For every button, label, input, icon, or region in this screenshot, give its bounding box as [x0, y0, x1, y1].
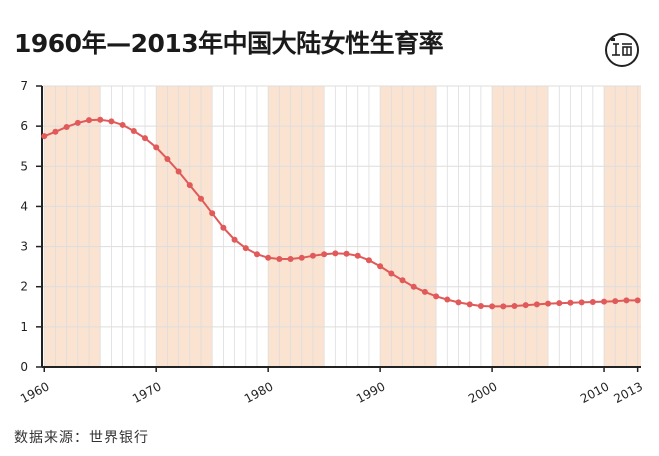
data-point: [444, 296, 451, 303]
y-tick-label: 7: [20, 79, 28, 93]
y-tick-label: 5: [20, 159, 28, 173]
data-point: [343, 250, 350, 257]
x-tick-label: 1960: [18, 379, 52, 406]
fertility-line-chart: 0 1 2 3 4 5 6 7 1960 1970 1980 1990 2000 2010 2013: [18, 79, 646, 406]
y-tick-label: 6: [20, 119, 28, 133]
x-tick-label: 1980: [242, 379, 276, 406]
data-point: [634, 297, 641, 304]
shaded-band: [380, 86, 437, 367]
data-point: [477, 302, 484, 309]
data-point: [388, 270, 395, 277]
data-point: [433, 293, 440, 300]
y-tick-label: 1: [20, 320, 28, 334]
data-point: [186, 182, 193, 189]
shaded-band: [156, 86, 213, 367]
data-point: [86, 117, 93, 124]
data-point: [533, 301, 540, 308]
data-point: [556, 300, 563, 307]
data-point: [119, 121, 126, 128]
data-point: [489, 303, 496, 310]
x-tick-label: 1990: [354, 379, 388, 406]
chart-title: 1960年—2013年中国大陆女性生育率: [14, 29, 444, 58]
data-point: [321, 251, 328, 258]
data-point: [253, 251, 260, 258]
data-point: [377, 263, 384, 270]
data-point: [231, 236, 238, 243]
data-point: [108, 118, 115, 125]
data-point: [63, 123, 70, 130]
data-point: [276, 256, 283, 263]
publisher-logo-icon: [605, 33, 639, 67]
data-point: [623, 297, 630, 304]
data-point: [578, 299, 585, 306]
data-point: [589, 298, 596, 305]
data-point: [197, 195, 204, 202]
data-point: [410, 283, 417, 290]
data-point: [522, 302, 529, 309]
x-tick-label: 1970: [130, 379, 164, 406]
data-point: [74, 119, 81, 126]
data-point: [41, 133, 48, 140]
data-point: [421, 288, 428, 295]
data-point: [298, 254, 305, 261]
data-point: [52, 128, 59, 135]
data-point: [511, 302, 518, 309]
data-point: [500, 303, 507, 310]
data-point: [97, 116, 104, 123]
data-point: [153, 144, 160, 151]
data-point: [612, 298, 619, 305]
data-point: [287, 256, 294, 263]
x-tick-label: 2013: [612, 379, 646, 406]
y-tick-label: 2: [20, 280, 28, 294]
series-line: [43, 118, 638, 308]
data-point: [142, 135, 149, 142]
data-point: [455, 299, 462, 306]
data-point: [209, 210, 216, 217]
y-tick-label: 4: [20, 199, 28, 213]
shaded-band: [604, 86, 641, 367]
data-point: [309, 252, 316, 259]
data-point: [567, 299, 574, 306]
data-point: [601, 298, 608, 305]
data-point: [545, 300, 552, 307]
data-point: [175, 168, 182, 175]
x-tick-label: 2000: [466, 379, 500, 406]
x-tick-label: 2010: [578, 379, 612, 406]
y-tick-label: 0: [20, 360, 28, 374]
data-point: [242, 245, 249, 252]
shaded-band: [268, 86, 325, 367]
data-point: [130, 127, 137, 134]
y-tick-label: 3: [20, 240, 28, 254]
data-point: [354, 252, 361, 259]
data-point: [265, 254, 272, 261]
data-point: [164, 156, 171, 163]
shaded-band: [44, 86, 101, 367]
data-point: [365, 257, 372, 264]
shaded-band: [492, 86, 549, 367]
data-point: [399, 277, 406, 284]
data-point: [220, 224, 227, 231]
data-point: [332, 250, 339, 257]
data-point: [466, 301, 473, 308]
data-source-note: 数据来源：世界银行: [14, 430, 149, 446]
